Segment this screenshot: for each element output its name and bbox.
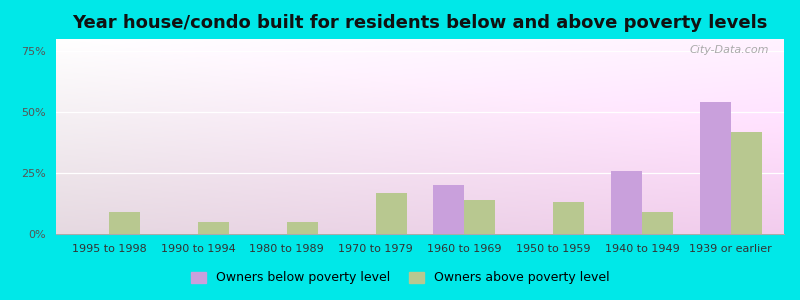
Legend: Owners below poverty level, Owners above poverty level: Owners below poverty level, Owners above… bbox=[185, 265, 615, 291]
Bar bbox=[700, 102, 730, 234]
Bar bbox=[730, 132, 762, 234]
Bar bbox=[642, 212, 673, 234]
Bar bbox=[611, 171, 642, 234]
Bar bbox=[110, 212, 140, 234]
Bar bbox=[434, 185, 464, 234]
Bar bbox=[287, 222, 318, 234]
Bar bbox=[376, 193, 406, 234]
Title: Year house/condo built for residents below and above poverty levels: Year house/condo built for residents bel… bbox=[72, 14, 768, 32]
Bar bbox=[198, 222, 229, 234]
Bar bbox=[553, 202, 584, 234]
Text: City-Data.com: City-Data.com bbox=[690, 45, 770, 55]
Bar bbox=[464, 200, 495, 234]
